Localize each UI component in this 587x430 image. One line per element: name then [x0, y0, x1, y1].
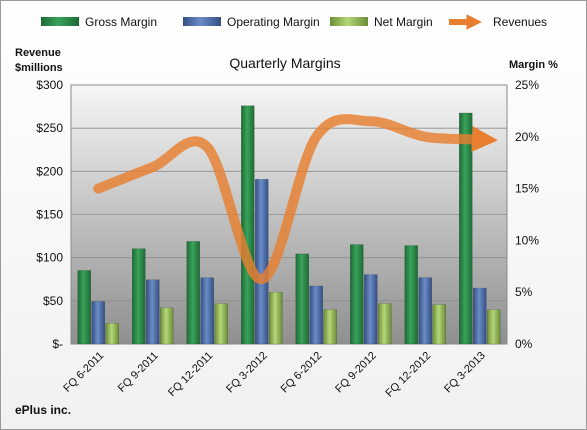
bar-net-margin	[160, 307, 174, 345]
bar-gross-margin	[459, 112, 473, 345]
left-axis-title-line2: $millions	[15, 62, 63, 74]
bar-gross-margin	[241, 105, 255, 345]
bar-net-margin	[487, 309, 501, 345]
revenue-line	[93, 114, 498, 285]
bar-net-margin	[214, 303, 228, 345]
bar-operating-margin	[309, 285, 323, 345]
right-tick-label: 10%	[515, 233, 539, 247]
right-tick-label: 25%	[515, 78, 539, 92]
bar-operating-margin	[418, 277, 432, 345]
legend-label-operating-margin: Operating Margin	[227, 15, 320, 29]
left-axis-title-line1: Revenue	[15, 47, 61, 59]
left-tick-label: $-	[52, 337, 63, 351]
bar-operating-margin	[364, 274, 378, 345]
left-tick-label: $200	[36, 164, 63, 178]
legend-label-gross-margin: Gross Margin	[85, 15, 157, 29]
legend-swatch-net-margin	[330, 17, 368, 26]
bar-net-margin	[432, 304, 446, 345]
bar-net-margin	[378, 303, 392, 345]
bar-operating-margin	[146, 279, 160, 345]
bar-gross-margin	[404, 245, 418, 345]
company-name: ePlus inc.	[15, 403, 71, 417]
category-label: FQ 12-2012	[383, 350, 433, 400]
bar-gross-margin	[295, 253, 309, 345]
revenue-line-layer	[93, 114, 498, 285]
legend-swatch-gross-margin	[41, 17, 79, 26]
category-label: FQ 12-2011	[166, 350, 215, 399]
category-label: FQ 9-2012	[333, 350, 379, 396]
chart-title: Quarterly Margins	[229, 55, 340, 71]
legend-swatch-operating-margin	[183, 17, 221, 26]
bar-operating-margin	[200, 277, 214, 345]
right-tick-label: 20%	[515, 130, 539, 144]
left-tick-label: $150	[36, 208, 63, 222]
bar-gross-margin	[186, 241, 200, 345]
bar-operating-margin	[91, 301, 105, 345]
right-tick-label: 15%	[515, 182, 539, 196]
bar-operating-margin	[255, 179, 269, 345]
right-axis-ticks: 0% 5% 10% 15% 20% 25%	[515, 78, 539, 351]
right-tick-label: 5%	[515, 285, 533, 299]
left-tick-label: $250	[36, 121, 63, 135]
category-label: FQ 9-2011	[116, 350, 161, 395]
bar-gross-margin	[77, 270, 91, 345]
bar-gross-margin	[350, 244, 364, 345]
bars	[77, 105, 501, 345]
legend-label-revenues: Revenues	[493, 15, 547, 29]
left-tick-label: $100	[36, 251, 63, 265]
bar-net-margin	[323, 309, 337, 345]
left-axis-ticks: $- $50 $100 $150 $200 $250 $300	[36, 78, 63, 351]
left-tick-label: $50	[43, 294, 63, 308]
bar-gross-margin	[132, 248, 146, 345]
category-label: FQ 3-2013	[442, 350, 488, 396]
right-axis-title: Margin %	[509, 59, 558, 71]
bar-net-margin	[105, 323, 119, 345]
category-label: FQ 3-2012	[224, 350, 270, 396]
bar-operating-margin	[473, 287, 487, 345]
legend: Gross Margin Operating Margin Net Margin…	[41, 14, 547, 30]
category-label: FQ 6-2011	[61, 350, 106, 395]
right-tick-label: 0%	[515, 337, 533, 351]
legend-label-net-margin: Net Margin	[374, 15, 433, 29]
category-labels: FQ 6-2011 FQ 9-2011 FQ 12-2011 FQ 3-2012 FQ …	[61, 350, 488, 400]
bar-net-margin	[269, 291, 283, 345]
category-label: FQ 6-2012	[279, 350, 325, 396]
left-tick-label: $300	[36, 78, 63, 92]
